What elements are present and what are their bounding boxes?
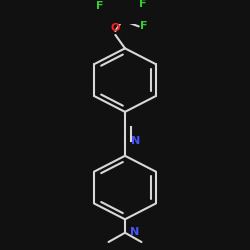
Text: F: F <box>96 0 103 10</box>
Text: N: N <box>131 136 140 146</box>
Text: F: F <box>139 0 146 9</box>
Text: F: F <box>140 22 147 32</box>
Text: N: N <box>130 227 139 237</box>
Text: O: O <box>111 23 120 33</box>
